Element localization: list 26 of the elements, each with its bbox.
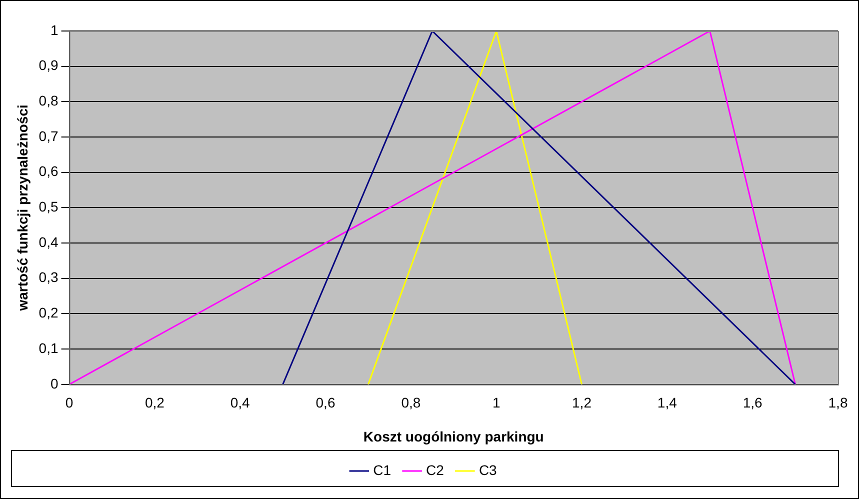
x-axis-title: Koszt uogólniony parkingu	[363, 428, 544, 444]
legend-label: C1	[373, 462, 392, 478]
y-tick-label: 0,7	[38, 128, 58, 144]
x-tick-label: 1,2	[572, 394, 592, 411]
y-tick-label: 1	[50, 22, 58, 38]
x-tick-label: 0,8	[401, 394, 421, 411]
y-tick-label: 0,4	[38, 234, 58, 250]
y-tick-label: 0	[50, 375, 58, 392]
x-tick-label: 1,6	[742, 394, 763, 411]
y-tick-label: 0,6	[38, 163, 58, 180]
y-axis-title: wartość funkcji przynależności	[14, 104, 30, 312]
x-tick-label: 0	[65, 394, 74, 411]
y-tick-label: 0,8	[38, 92, 58, 109]
y-tick-label: 0,3	[38, 269, 58, 286]
legend-label: C2	[426, 462, 444, 478]
x-tick-label: 0,2	[144, 394, 165, 411]
y-tick-label: 0,9	[38, 57, 58, 74]
y-tick-label: 0,2	[38, 304, 58, 321]
y-tick-label: 0,5	[38, 198, 58, 215]
legend-label: C3	[478, 462, 498, 478]
x-tick-label: 1,8	[828, 394, 848, 411]
x-tick-label: 1,4	[657, 394, 678, 411]
y-tick-label: 0,1	[38, 340, 58, 356]
x-tick-label: 0,4	[230, 394, 250, 411]
x-tick-label: 1	[492, 394, 500, 411]
x-tick-label: 0,6	[316, 394, 336, 411]
